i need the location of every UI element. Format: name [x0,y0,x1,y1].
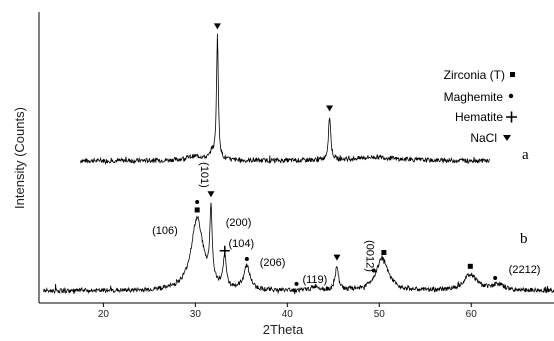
marker-square-2 [194,207,200,213]
marker-circle-7 [294,281,299,286]
marker-triangle-4 [207,191,215,198]
x-tick-label-40: 40 [282,309,294,320]
legend-triangle-icon [503,135,511,141]
legend-cross-icon [506,111,517,123]
legend-label-hematite: Hematite [455,110,503,124]
trace-a [80,33,490,165]
marker-circle-6 [244,256,249,261]
marker-circle-3 [195,199,200,204]
legend-label-maghemite: Maghemite [444,90,504,104]
trace-label-a: a [522,147,529,163]
legend-circle-icon [508,93,514,99]
legend-label-nacl: NaCl [470,131,497,145]
marker-triangle-0 [213,23,221,30]
trace-b [43,202,554,295]
trace-label-b: b [520,231,528,247]
marker-triangle-8 [333,254,341,261]
annotation-2: (200) [226,217,252,229]
x-tick-label-50: 50 [374,309,386,320]
annotation-7: (2212) [509,264,541,276]
legend-label-zirconia: Zirconia (T) [444,68,505,82]
annotation-6: (0012) [363,240,375,272]
annotation-4: (206) [260,257,286,269]
x-axis-title: 2Theta [263,322,304,337]
marker-square-11 [467,263,473,269]
marker-square-10 [381,250,387,256]
marker-triangle-1 [326,105,334,112]
x-tick-label-20: 20 [98,309,110,320]
y-axis-title: Intensity (Counts) [12,107,27,209]
x-tick-label-60: 60 [466,309,478,320]
marker-cross-5 [219,245,230,256]
x-tick-label-30: 30 [190,309,202,320]
legend: Zirconia (T) Maghemite Hematite NaCl [444,68,517,145]
annotation-0: (101) [198,162,210,188]
marker-circle-9 [371,268,376,273]
legend-square-icon [510,72,515,77]
annotation-1: (106) [152,225,178,237]
annotation-3: (104) [228,238,254,250]
marker-circle-12 [493,275,498,280]
annotation-5: (119) [302,274,327,286]
